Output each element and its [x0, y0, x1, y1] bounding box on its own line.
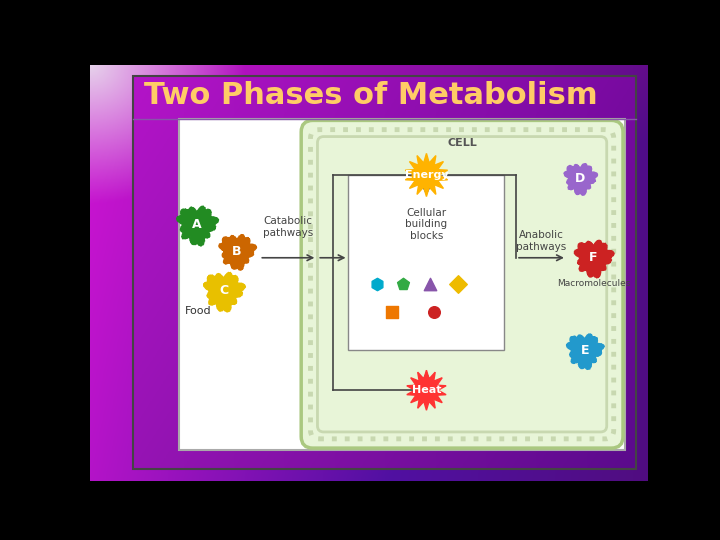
- Polygon shape: [405, 153, 448, 197]
- Text: C: C: [219, 285, 228, 298]
- Text: B: B: [233, 245, 242, 258]
- Text: Two Phases of Metabolism: Two Phases of Metabolism: [144, 81, 598, 110]
- Point: [371, 280, 382, 288]
- Text: Food: Food: [185, 306, 212, 316]
- Point: [397, 280, 409, 288]
- Polygon shape: [567, 334, 604, 369]
- Text: Heat: Heat: [412, 385, 441, 395]
- Text: Cellular
building
blocks: Cellular building blocks: [405, 207, 448, 241]
- Point: [452, 280, 464, 288]
- FancyBboxPatch shape: [179, 119, 625, 450]
- Text: F: F: [589, 251, 598, 264]
- Polygon shape: [564, 164, 598, 195]
- Polygon shape: [176, 206, 218, 246]
- Text: CELL: CELL: [447, 138, 477, 148]
- Text: Catabolic
pathways: Catabolic pathways: [264, 217, 313, 238]
- Polygon shape: [204, 273, 246, 312]
- Text: E: E: [580, 344, 589, 357]
- Polygon shape: [575, 240, 614, 278]
- Point: [424, 280, 436, 288]
- Text: Macromolecules: Macromolecules: [557, 279, 630, 288]
- Text: Energy: Energy: [405, 170, 449, 180]
- Polygon shape: [219, 234, 256, 270]
- Point: [387, 308, 398, 316]
- Text: A: A: [192, 218, 202, 231]
- Text: Anabolic
pathways: Anabolic pathways: [516, 230, 567, 252]
- Text: D: D: [575, 172, 585, 185]
- FancyBboxPatch shape: [348, 175, 505, 350]
- Polygon shape: [407, 370, 446, 410]
- FancyBboxPatch shape: [301, 120, 623, 448]
- Point: [428, 308, 440, 316]
